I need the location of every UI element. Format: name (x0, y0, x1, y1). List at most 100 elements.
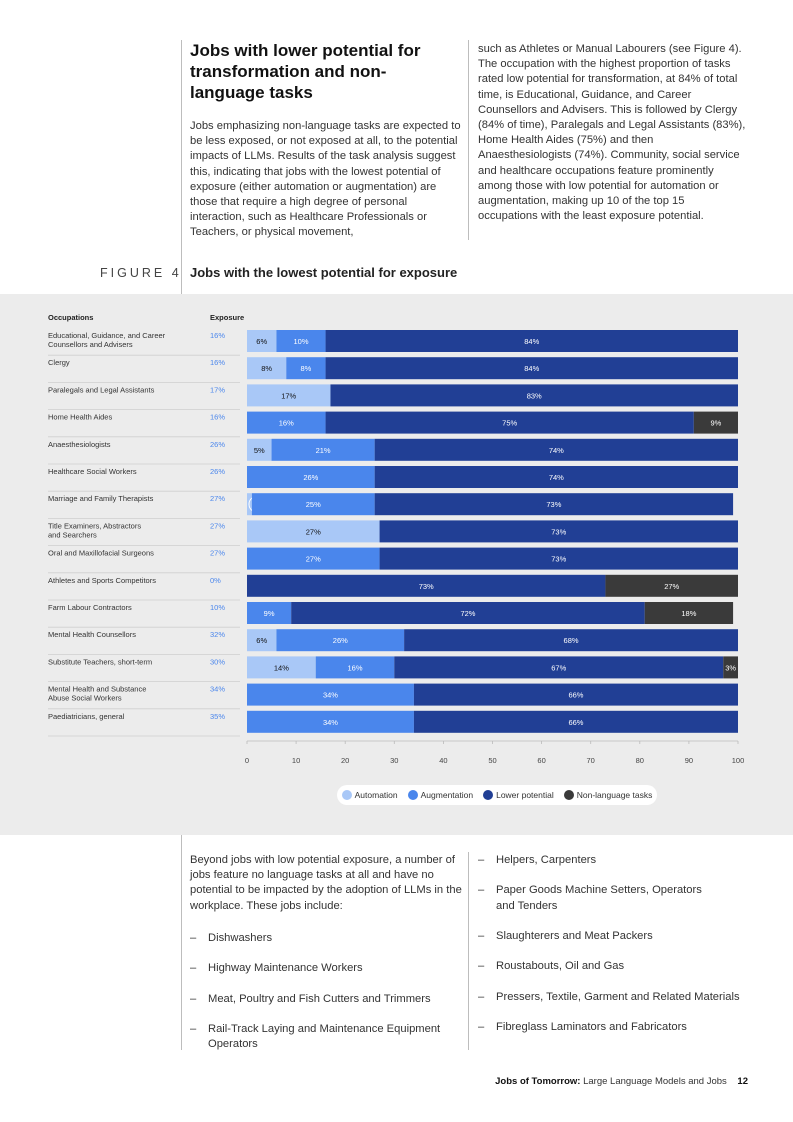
list-item: Meat, Poultry and Fish Cutters and Trimm… (190, 992, 462, 1007)
bar-data-label: 75% (502, 419, 517, 428)
legend-item-automation: Automation (341, 790, 398, 800)
column-divider-bottom-left (181, 835, 182, 1050)
exposure-value: 0% (210, 576, 221, 585)
bar-segment-lower-potential (404, 629, 738, 652)
bar-data-label: 27% (664, 582, 679, 591)
legend-label-augmentation: Augmentation (420, 790, 474, 800)
section-heading: Jobs with lower potential for transforma… (190, 41, 421, 102)
intro-paragraph-right: such as Athletes or Manual Labourers (se… (478, 43, 746, 223)
bar-segment-lower-potential (325, 330, 738, 352)
bar-data-label: 74% (549, 446, 564, 455)
bar-segment-lower-potential (379, 520, 738, 543)
x-tick-label: 100 (732, 756, 745, 765)
bar-data-label: 17% (281, 391, 296, 400)
bar-data-label: 73% (419, 582, 434, 591)
legend-label-automation: Automation (354, 790, 398, 800)
bar-data-label: 16% (279, 419, 294, 428)
bar-segment-automation (247, 520, 380, 543)
bar-data-label: 18% (681, 609, 696, 618)
chart-legend: Automation Augmentation Lower potential … (337, 785, 657, 805)
legend-label-non-language: Non-language tasks (576, 790, 653, 800)
bar-segment-automation (247, 438, 272, 461)
list-item: Fibreglass Laminators and Fabricators (478, 1020, 750, 1035)
list-item: Roustabouts, Oil and Gas (478, 959, 750, 974)
bar-data-label: 73% (551, 527, 566, 536)
intro-paragraph-left: Jobs emphasizing non-language tasks are … (190, 120, 461, 239)
bar-data-label: 3% (725, 663, 736, 672)
x-tick-label: 70 (587, 756, 595, 765)
occupation-label: Mental Health and Substance (48, 685, 146, 694)
bar-segment-lower-potential (247, 574, 606, 597)
bar-data-label: 66% (568, 691, 583, 700)
bar-segment-augmentation (247, 547, 380, 570)
bar-segment-lower-potential (374, 438, 738, 461)
footer-publication: Jobs of Tomorrow: (495, 1076, 581, 1087)
legend-item-lower-potential: Lower potential (483, 790, 554, 800)
occupation-label: Counsellors and Advisers (48, 340, 133, 349)
bar-data-label: 66% (568, 718, 583, 727)
bar-segment-automation (247, 384, 331, 407)
occupation-label: Marriage and Family Therapists (48, 494, 154, 503)
bar-data-label: 26% (303, 473, 318, 482)
column-divider-top-left (181, 40, 182, 294)
occupation-label: Substitute Teachers, short-term (48, 657, 152, 666)
bar-segment-automation (247, 629, 277, 652)
occupation-label: Home Health Aides (48, 413, 112, 422)
bar-segment-lower-potential (374, 466, 738, 488)
legend-item-non-language: Non-language tasks (563, 790, 653, 800)
bar-segment-augmentation (286, 357, 326, 380)
bar-segment-augmentation (271, 438, 375, 461)
list-item: Helpers, Carpenters (478, 853, 750, 868)
legend-label-lower-potential: Lower potential (496, 790, 554, 800)
x-tick-label: 90 (685, 756, 693, 765)
bar-data-label: 67% (551, 663, 566, 672)
bar-segment-lower-potential (374, 493, 734, 516)
bar-segment-lower-potential (325, 411, 694, 434)
occupation-label: Oral and Maxillofacial Surgeons (48, 549, 154, 558)
bar-data-label: 8% (300, 364, 311, 373)
bar-segment-lower-potential (291, 602, 645, 624)
exposure-value: 16% (210, 331, 225, 340)
bar-data-label: 72% (460, 609, 475, 618)
list-item: Highway Maintenance Workers (190, 961, 462, 976)
bar-segment-lower-potential (379, 547, 738, 570)
bar-data-label: 84% (524, 337, 539, 346)
occupation-label: Educational, Guidance, and Career (48, 331, 166, 340)
list-item: Rail-Track Laying and Maintenance Equipm… (190, 1022, 462, 1052)
augmentation-swatch-icon (407, 790, 418, 800)
occupation-label: Paediatricians, general (48, 712, 125, 721)
bar-segment-augmentation (251, 493, 375, 516)
exposure-value: 27% (210, 549, 225, 558)
x-tick-label: 0 (245, 756, 249, 765)
bar-segment-augmentation (247, 466, 375, 488)
x-tick-label: 40 (439, 756, 447, 765)
occupation-label: and Searchers (48, 530, 97, 539)
figure-title: Jobs with the lowest potential for expos… (190, 265, 458, 280)
occupation-label: Mental Health Counsellors (48, 630, 136, 639)
bar-segment-non-language-tasks (693, 411, 738, 434)
outro-paragraph: Beyond jobs with low potential exposure,… (190, 854, 462, 912)
bar-data-label: 21% (316, 446, 331, 455)
bar-data-label: 74% (549, 473, 564, 482)
no-language-jobs-list-right: Helpers, Carpenters Paper Goods Machine … (478, 853, 750, 1036)
bar-data-label: 9% (264, 609, 275, 618)
bar-segment-augmentation (247, 602, 292, 624)
bar-data-label: 68% (564, 636, 579, 645)
bar-data-label: 6% (256, 636, 267, 645)
bar-segment-augmentation (247, 683, 414, 706)
column-divider-bottom-mid (468, 852, 469, 1050)
page-footer: Jobs of Tomorrow: Large Language Models … (495, 1076, 748, 1087)
bar-data-label: 5% (254, 446, 265, 455)
exposure-value: 27% (210, 494, 225, 503)
x-tick-label: 20 (341, 756, 349, 765)
bar-segment-automation (247, 330, 277, 352)
footer-subtitle: Large Language Models and Jobs (583, 1076, 727, 1087)
occupation-label: Anaesthesiologists (48, 440, 111, 449)
bar-segment-lower-potential (413, 710, 738, 733)
occupation-label: Title Examiners, Abstractors (48, 521, 141, 530)
bar-segment-augmentation (276, 330, 326, 352)
occupation-label: Clergy (48, 358, 70, 367)
exposure-value: 17% (210, 385, 225, 394)
bar-data-label: 25% (306, 500, 321, 509)
bar-segment-augmentation (276, 629, 405, 652)
